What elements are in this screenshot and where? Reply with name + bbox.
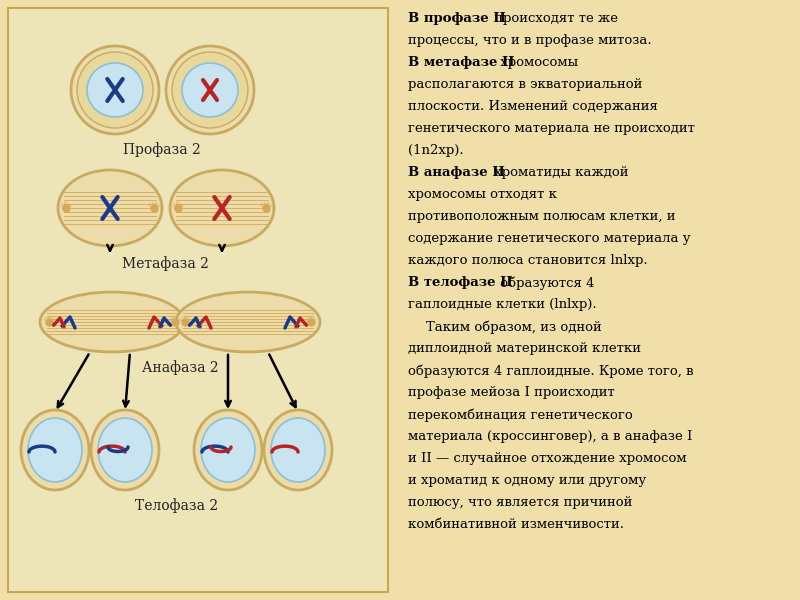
Text: хромосомы: хромосомы xyxy=(496,56,578,69)
Text: профазе мейоза I происходит: профазе мейоза I происходит xyxy=(408,386,614,399)
Text: перекомбинация генетического: перекомбинация генетического xyxy=(408,408,633,421)
Ellipse shape xyxy=(77,52,153,128)
Ellipse shape xyxy=(87,63,143,117)
Ellipse shape xyxy=(28,418,82,482)
Text: генетического материала не происходит: генетического материала не происходит xyxy=(408,122,695,135)
Ellipse shape xyxy=(58,170,162,246)
Ellipse shape xyxy=(238,302,258,342)
Ellipse shape xyxy=(170,170,274,246)
Ellipse shape xyxy=(172,52,248,128)
Ellipse shape xyxy=(271,418,325,482)
Ellipse shape xyxy=(21,410,89,490)
Bar xyxy=(8,8,388,592)
Text: комбинативной изменчивости.: комбинативной изменчивости. xyxy=(408,518,624,531)
Text: процессы, что и в профазе митоза.: процессы, что и в профазе митоза. xyxy=(408,34,652,47)
Text: располагаются в экваториальной: располагаются в экваториальной xyxy=(408,78,642,91)
Text: происходят те же: происходят те же xyxy=(490,12,618,25)
Text: хромосомы отходят к: хромосомы отходят к xyxy=(408,188,557,201)
Text: Таким образом, из одной: Таким образом, из одной xyxy=(426,320,602,334)
Ellipse shape xyxy=(166,46,254,134)
Text: и хроматид к одному или другому: и хроматид к одному или другому xyxy=(408,474,646,487)
Text: материала (кроссинговер), а в анафазе I: материала (кроссинговер), а в анафазе I xyxy=(408,430,692,443)
Ellipse shape xyxy=(98,418,152,482)
Text: диплоидной материнской клетки: диплоидной материнской клетки xyxy=(408,342,641,355)
Ellipse shape xyxy=(176,292,320,352)
Text: противоположным полюсам клетки, и: противоположным полюсам клетки, и xyxy=(408,210,675,223)
Text: (1n2хр).: (1n2хр). xyxy=(408,144,464,157)
Text: содержание генетического материала у: содержание генетического материала у xyxy=(408,232,690,245)
Ellipse shape xyxy=(201,418,255,482)
Text: образуются 4: образуются 4 xyxy=(496,276,595,289)
Text: Анафаза 2: Анафаза 2 xyxy=(142,360,218,375)
Text: В анафазе II: В анафазе II xyxy=(408,166,505,179)
Text: В профазе II: В профазе II xyxy=(408,12,506,25)
Text: Профаза 2: Профаза 2 xyxy=(123,142,201,157)
Text: и II — случайное отхождение хромосом: и II — случайное отхождение хромосом xyxy=(408,452,686,465)
Ellipse shape xyxy=(91,410,159,490)
Ellipse shape xyxy=(40,292,184,352)
Text: Метафаза 2: Метафаза 2 xyxy=(122,256,209,271)
Text: образуются 4 гаплоидные. Кроме того, в: образуются 4 гаплоидные. Кроме того, в xyxy=(408,364,694,377)
Text: хроматиды каждой: хроматиды каждой xyxy=(490,166,628,179)
Text: полюсу, что является причиной: полюсу, что является причиной xyxy=(408,496,632,509)
Text: Телофаза 2: Телофаза 2 xyxy=(135,498,218,513)
Text: В телофазе II: В телофазе II xyxy=(408,276,513,289)
Text: В метафазе II: В метафазе II xyxy=(408,56,514,69)
Text: каждого полюса становится lnlxp.: каждого полюса становится lnlxp. xyxy=(408,254,648,267)
Text: плоскости. Изменений содержания: плоскости. Изменений содержания xyxy=(408,100,658,113)
Ellipse shape xyxy=(71,46,159,134)
Ellipse shape xyxy=(264,410,332,490)
Ellipse shape xyxy=(102,302,122,342)
Ellipse shape xyxy=(194,410,262,490)
Ellipse shape xyxy=(182,63,238,117)
Text: гаплоидные клетки (lnlxp).: гаплоидные клетки (lnlxp). xyxy=(408,298,597,311)
